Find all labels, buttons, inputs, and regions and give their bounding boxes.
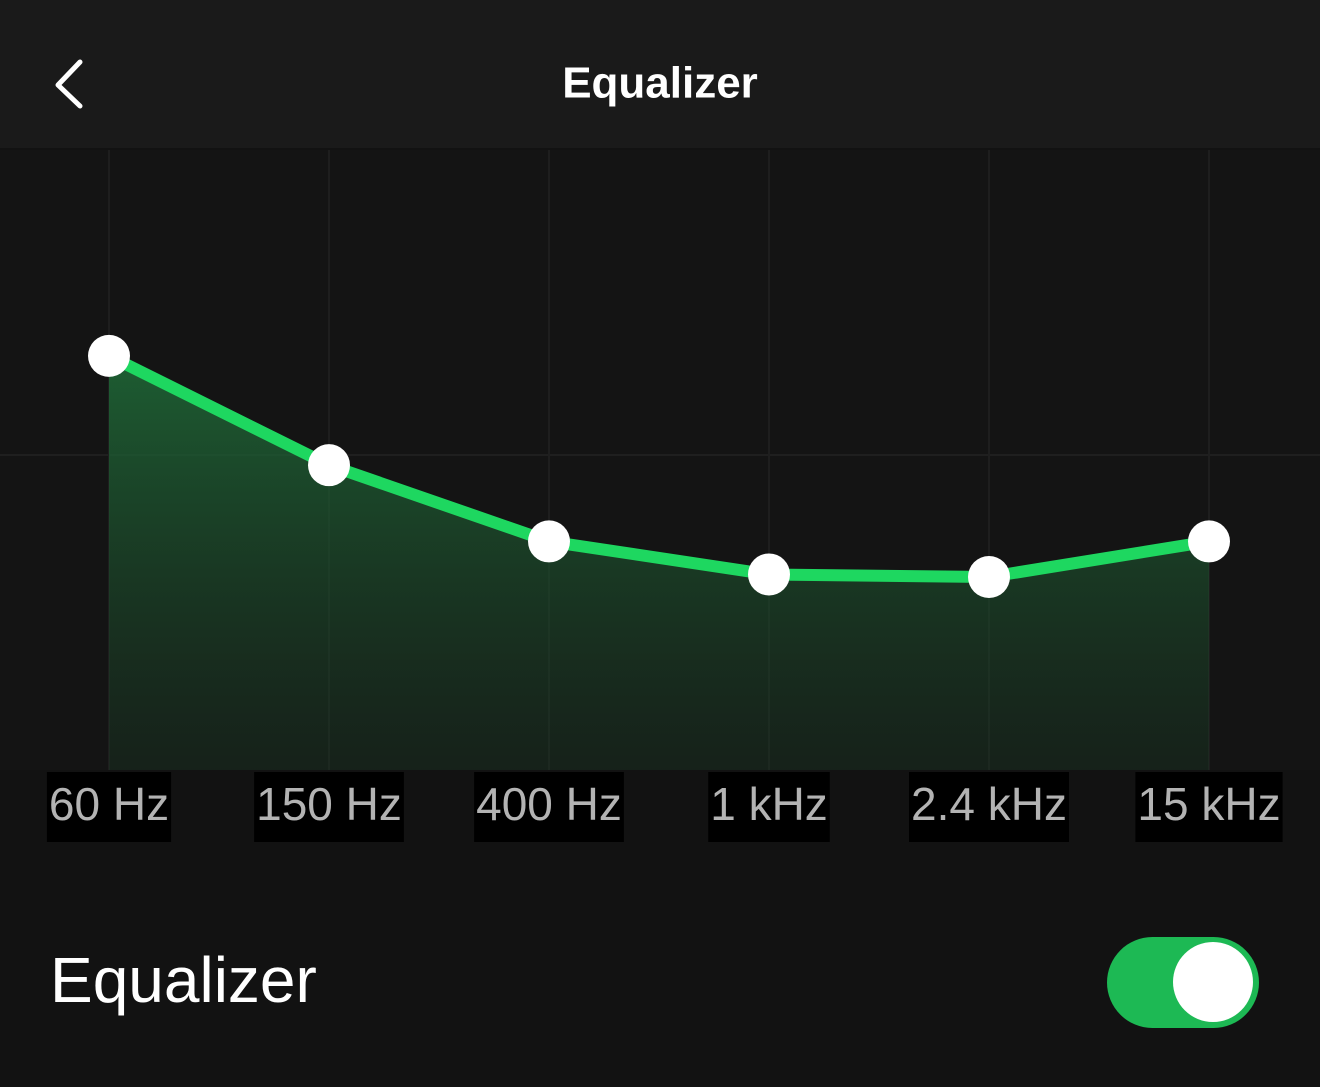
band-label-bg (1135, 772, 1283, 842)
eq-handle[interactable] (1188, 520, 1230, 563)
back-button[interactable] (30, 40, 110, 130)
band-label-bg (474, 772, 624, 842)
back-chevron[interactable] (55, 59, 83, 109)
band-label: 1 kHz (710, 778, 828, 830)
band-label: 150 Hz (256, 778, 402, 830)
band-label: 400 Hz (476, 778, 622, 830)
eq-handle[interactable] (308, 444, 350, 487)
eq-handle[interactable] (968, 556, 1010, 598)
band-label: 15 kHz (1137, 778, 1280, 830)
toggle[interactable] (1107, 937, 1259, 1028)
band-label-bg (708, 772, 830, 842)
eq-handle[interactable] (528, 520, 570, 563)
header-title: Equalizer (562, 59, 758, 108)
band-label-bg (254, 772, 404, 842)
band-label-bg (909, 772, 1069, 842)
band-label-bg (46, 772, 172, 842)
header-bar (0, 0, 1320, 148)
setting-label: Equalizer (50, 944, 317, 1016)
band-label: 2.4 kHz (911, 778, 1067, 830)
toggle-knob[interactable] (1173, 942, 1253, 1022)
eq-line (106, 350, 1210, 583)
band-label: 60 Hz (49, 778, 169, 830)
equalizer-chart: 60 Hz 150 Hz 400 Hz 1 kHz 2.4 kHz 15 kHz (46, 150, 1283, 842)
eq-handle[interactable] (88, 334, 130, 377)
eq-handle[interactable] (748, 553, 790, 596)
back-button-hit[interactable] (30, 40, 110, 130)
